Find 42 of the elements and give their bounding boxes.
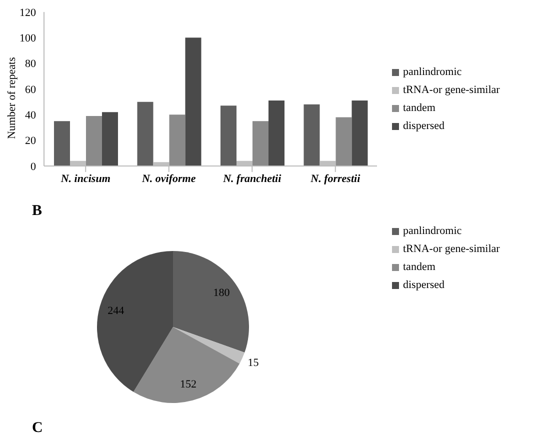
x-tick-label: N. oviforme — [140, 172, 196, 185]
y-tick-label: 60 — [25, 84, 36, 96]
bar — [169, 114, 186, 166]
bar — [220, 106, 236, 166]
bar — [268, 100, 284, 166]
x-tick-label: N. incisum — [60, 172, 111, 185]
legend-label: dispersed — [403, 120, 445, 132]
data-label: 244 — [108, 304, 125, 317]
pie-slice — [133, 327, 240, 403]
legend-label: tandem — [403, 261, 436, 273]
pie-slice — [97, 251, 173, 392]
bar — [336, 117, 352, 166]
data-label: 180 — [213, 286, 230, 299]
bar — [86, 116, 102, 166]
y-tick-label: 120 — [20, 6, 36, 19]
y-tick-label: 40 — [25, 110, 36, 122]
pie-slice — [173, 251, 249, 353]
bar — [352, 100, 368, 166]
bar — [137, 102, 154, 166]
y-tick-label: 0 — [30, 160, 36, 173]
legend-label: panlindromic — [403, 225, 462, 237]
legend-label: tRNA-or gene-similar — [403, 243, 500, 255]
text: C — [32, 420, 43, 437]
y-axis-title: Number of repeats — [6, 57, 18, 139]
y-tick-label: 80 — [25, 58, 36, 70]
pie-slice — [173, 327, 245, 364]
bar — [54, 121, 70, 166]
x-tick-label: N. franchetii — [222, 172, 282, 185]
legend-label: tandem — [403, 102, 436, 114]
x-tick-label: N. forrestii — [310, 172, 362, 185]
legend-label: tRNA-or gene-similar — [403, 84, 500, 96]
bar — [304, 104, 320, 166]
legend-label: dispersed — [403, 279, 445, 291]
data-label: 15 — [248, 357, 260, 370]
y-tick-label: 20 — [25, 135, 36, 148]
y-tick-label: 100 — [20, 32, 36, 45]
data-label: 152 — [180, 378, 197, 390]
legend-label: panlindromic — [403, 66, 462, 78]
text: B — [32, 203, 42, 220]
bar — [252, 121, 268, 166]
bar — [185, 38, 202, 166]
bar — [102, 112, 118, 166]
